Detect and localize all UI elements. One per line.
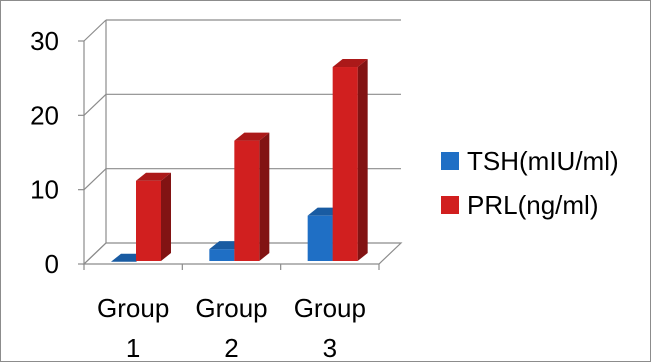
category-labels: Group 1 Group 2 Group 3 [97, 293, 366, 363]
bars [111, 59, 368, 262]
legend-swatch [441, 152, 459, 170]
bar-prl-group-3 [332, 59, 368, 262]
x-tick-label: 1 [126, 333, 140, 363]
x-tick-label: Group [195, 293, 267, 323]
legend-label: TSH(mIU/ml) [467, 146, 619, 176]
x-tick-label: 3 [323, 333, 337, 363]
legend-label: PRL(ng/ml) [467, 190, 598, 220]
gridline-side [83, 242, 107, 265]
x-tick-label: 2 [224, 333, 238, 363]
gridline-side [83, 168, 107, 191]
y-tick-label: 20 [30, 100, 59, 130]
legend-swatch [441, 196, 459, 214]
axes [78, 20, 380, 270]
y-tick-label: 10 [30, 175, 59, 205]
y-tick-labels: 0 10 20 30 [30, 26, 59, 279]
bar-prl-group-1 [136, 172, 171, 261]
x-tick-label: Group [294, 293, 366, 323]
gridline-side [83, 93, 107, 116]
y-tick-label: 0 [45, 249, 59, 279]
gridline-side [83, 19, 107, 42]
y-tick-label: 30 [30, 26, 59, 56]
x-tick-label: Group [97, 293, 169, 323]
legend: TSH(mIU/ml) PRL(ng/ml) [441, 146, 619, 220]
bar-prl-group-2 [234, 132, 270, 261]
